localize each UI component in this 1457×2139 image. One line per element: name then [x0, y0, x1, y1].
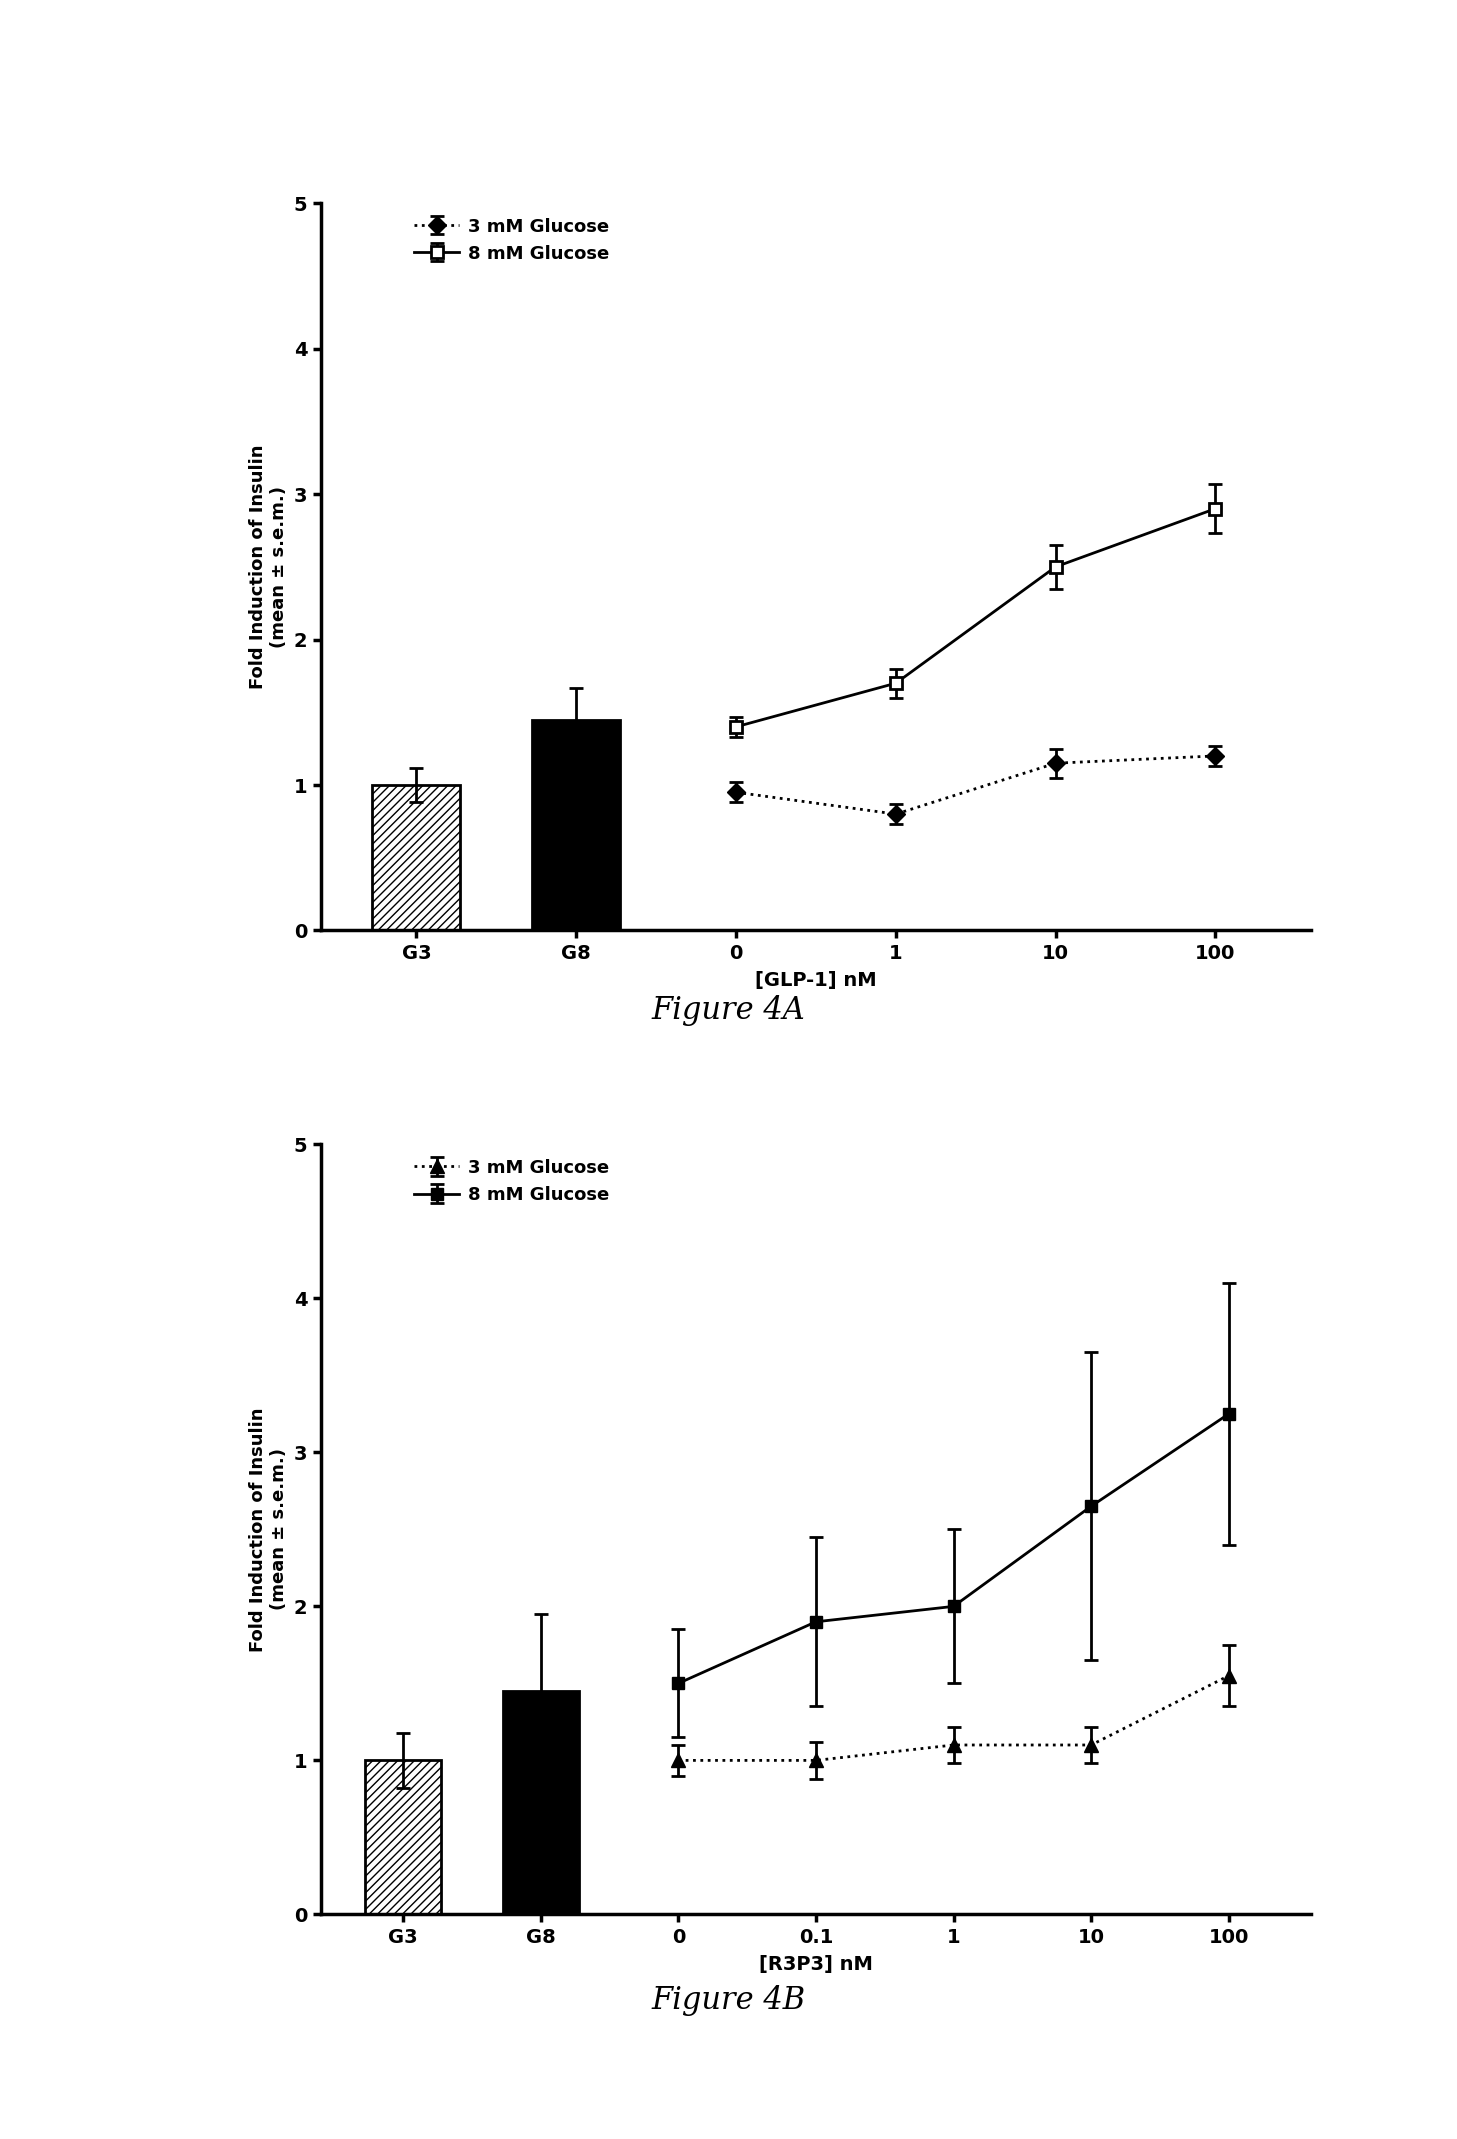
Y-axis label: Fold Induction of Insulin
(mean ± s.e.m.): Fold Induction of Insulin (mean ± s.e.m.… [249, 1407, 288, 1651]
Legend: 3 mM Glucose, 8 mM Glucose: 3 mM Glucose, 8 mM Glucose [409, 1153, 615, 1209]
Bar [532, 719, 621, 930]
X-axis label: [R3P3] nM: [R3P3] nM [759, 1955, 873, 1974]
Bar [503, 1692, 578, 1914]
Bar [366, 1760, 441, 1914]
Text: Figure 4B: Figure 4B [651, 1985, 806, 2015]
Legend: 3 mM Glucose, 8 mM Glucose: 3 mM Glucose, 8 mM Glucose [409, 212, 615, 267]
Text: Figure 4A: Figure 4A [651, 995, 806, 1025]
Y-axis label: Fold Induction of Insulin
(mean ± s.e.m.): Fold Induction of Insulin (mean ± s.e.m.… [249, 445, 288, 689]
Bar [373, 785, 460, 930]
X-axis label: [GLP-1] nM: [GLP-1] nM [755, 971, 877, 990]
